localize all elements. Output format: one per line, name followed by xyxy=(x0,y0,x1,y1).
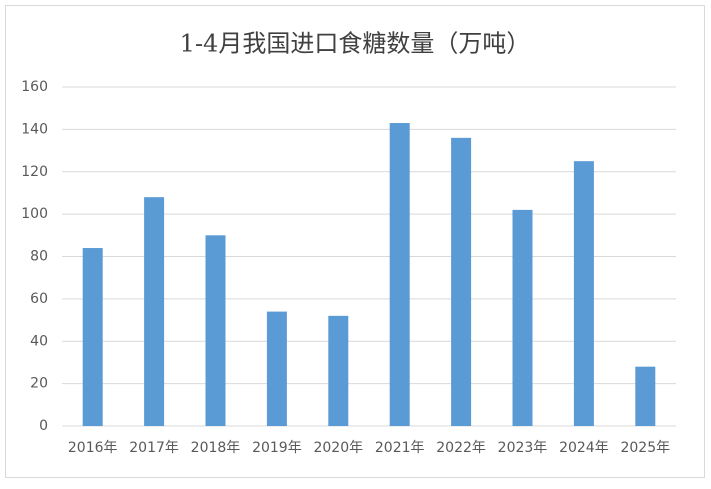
y-tick-label: 0 xyxy=(39,418,48,434)
bar xyxy=(512,209,533,426)
bar xyxy=(635,366,656,426)
bar xyxy=(573,161,594,426)
y-tick-label: 20 xyxy=(30,376,48,392)
y-tick-label: 160 xyxy=(21,79,48,95)
x-tick-label: 2022年 xyxy=(436,440,486,456)
bar xyxy=(144,197,165,426)
bar xyxy=(389,123,410,427)
y-tick-label: 80 xyxy=(30,249,48,265)
chart-border xyxy=(5,5,705,478)
x-tick-label: 2020年 xyxy=(313,440,363,456)
chart-title: 1-4月我国进口食糖数量（万吨） xyxy=(180,30,531,58)
x-tick-label: 2019年 xyxy=(252,440,302,456)
bar xyxy=(205,235,226,426)
x-tick-label: 2017年 xyxy=(129,440,179,456)
bar xyxy=(266,311,287,426)
x-tick-label: 2025年 xyxy=(620,440,670,456)
y-tick-label: 100 xyxy=(21,206,48,222)
bar xyxy=(451,137,472,426)
bar xyxy=(82,248,103,426)
x-tick-label: 2021年 xyxy=(375,440,425,456)
y-tick-label: 140 xyxy=(21,121,48,137)
y-tick-label: 120 xyxy=(21,164,48,180)
bar xyxy=(328,315,349,426)
y-tick-label: 60 xyxy=(30,291,48,307)
x-tick-label: 2024年 xyxy=(559,440,609,456)
y-tick-label: 40 xyxy=(30,333,48,349)
x-tick-label: 2016年 xyxy=(68,440,118,456)
x-tick-label: 2018年 xyxy=(191,440,241,456)
x-tick-label: 2023年 xyxy=(498,440,548,456)
